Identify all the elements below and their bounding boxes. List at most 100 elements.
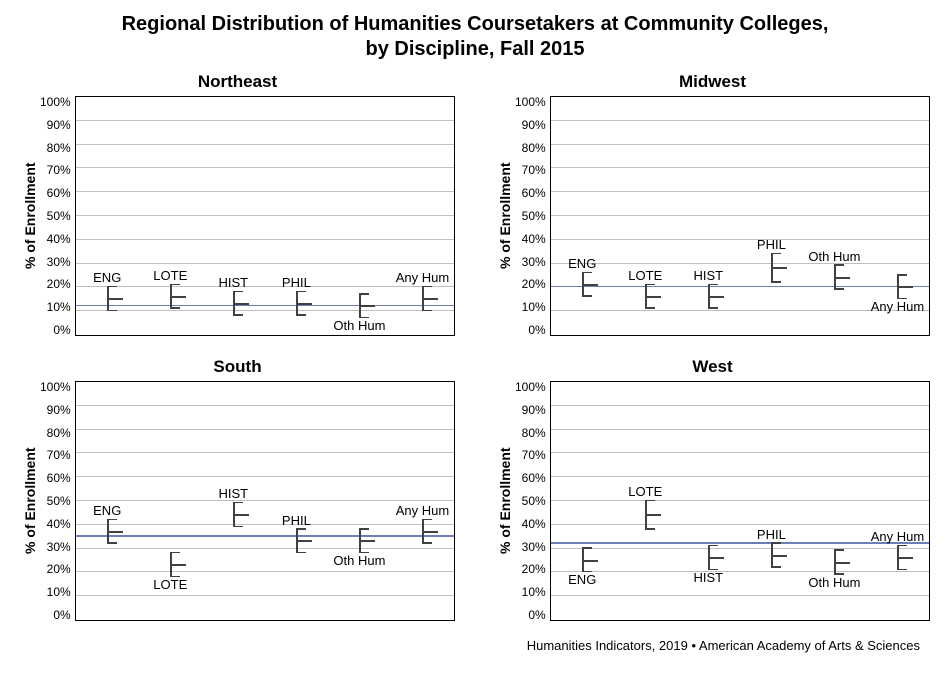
data-label: HIST [219,275,249,290]
data-label: PHIL [757,527,786,542]
gridline [551,571,929,572]
y-tick: 80% [522,427,546,439]
panel-title: Midwest [495,72,930,92]
data-label: ENG [93,503,121,518]
y-tick: 30% [47,541,71,553]
y-tick: 10% [47,301,71,313]
data-label: Any Hum [396,270,449,285]
data-marker [834,277,850,279]
y-tick: 90% [522,404,546,416]
data-marker [582,284,598,286]
error-cap [107,286,117,288]
y-tick: 10% [522,301,546,313]
data-marker [645,514,661,516]
chart-title: Regional Distribution of Humanities Cour… [20,12,930,62]
plot-wrap: % of Enrollment100%90%80%70%60%50%40%30%… [495,96,930,336]
gridline [76,405,454,406]
panel-south: South% of Enrollment100%90%80%70%60%50%4… [20,357,455,632]
y-tick: 10% [522,586,546,598]
gridline [76,215,454,216]
data-marker [422,298,438,300]
data-marker [771,555,787,557]
data-marker [645,296,661,298]
gridline [551,120,929,121]
panel-title: South [20,357,455,377]
data-marker [422,531,438,533]
reference-line [76,305,454,307]
error-cap [897,274,907,276]
error-cap [107,542,117,544]
y-tick: 70% [47,449,71,461]
data-label: LOTE [628,484,662,499]
data-marker [107,531,123,533]
data-marker [582,560,598,562]
y-tick: 0% [528,609,545,621]
y-tick: 80% [47,427,71,439]
error-cap [645,307,655,309]
y-tick: 0% [53,324,70,336]
error-cap [897,569,907,571]
y-tick: 60% [522,187,546,199]
error-cap [107,310,117,312]
y-tick: 20% [522,563,546,575]
gridline [76,595,454,596]
y-tick: 60% [47,472,71,484]
error-cap [359,293,369,295]
plot-area: ENGLOTEHISTPHILOth HumAny Hum [550,381,930,621]
data-label: Oth Hum [333,553,385,568]
error-cap [708,545,718,547]
error-cap [170,284,180,286]
gridline [76,286,454,287]
y-tick: 60% [522,472,546,484]
y-axis-ticks: 100%90%80%70%60%50%40%30%20%10%0% [515,381,550,621]
gridline [551,215,929,216]
y-tick: 0% [528,324,545,336]
data-label: LOTE [153,268,187,283]
data-marker [296,540,312,542]
error-cap [422,542,432,544]
y-tick: 80% [47,142,71,154]
data-label: ENG [568,256,596,271]
data-marker [359,305,375,307]
data-marker [897,557,913,559]
chart-container: Regional Distribution of Humanities Cour… [0,0,950,686]
error-cap [645,500,655,502]
error-cap [107,519,117,521]
gridline [76,524,454,525]
error-cap [296,528,306,530]
data-label: ENG [568,572,596,587]
plot-wrap: % of Enrollment100%90%80%70%60%50%40%30%… [20,381,455,621]
panel-title: Northeast [20,72,455,92]
gridline [551,263,929,264]
y-tick: 100% [515,96,546,108]
gridline [76,191,454,192]
gridline [551,595,929,596]
error-cap [771,542,781,544]
data-marker [359,540,375,542]
title-line-2: by Discipline, Fall 2015 [366,38,585,60]
y-tick: 0% [53,609,70,621]
plot-wrap: % of Enrollment100%90%80%70%60%50%40%30%… [495,381,930,621]
data-label: Any Hum [871,299,924,314]
gridline [76,263,454,264]
data-label: Oth Hum [333,318,385,333]
gridline [551,167,929,168]
gridline [551,144,929,145]
reference-line [551,286,929,288]
y-axis-ticks: 100%90%80%70%60%50%40%30%20%10%0% [40,381,75,621]
y-tick: 20% [47,278,71,290]
data-label: PHIL [757,237,786,252]
error-cap [422,310,432,312]
error-cap [422,286,432,288]
data-label: Oth Hum [808,249,860,264]
gridline [551,405,929,406]
gridline [551,476,929,477]
chart-footer: Humanities Indicators, 2019 • American A… [20,638,930,653]
y-tick: 30% [522,256,546,268]
data-marker [771,267,787,269]
gridline [76,310,454,311]
error-cap [359,528,369,530]
data-marker [897,286,913,288]
y-tick: 90% [47,404,71,416]
plot-area: ENGLOTEHISTPHILOth HumAny Hum [75,381,455,621]
